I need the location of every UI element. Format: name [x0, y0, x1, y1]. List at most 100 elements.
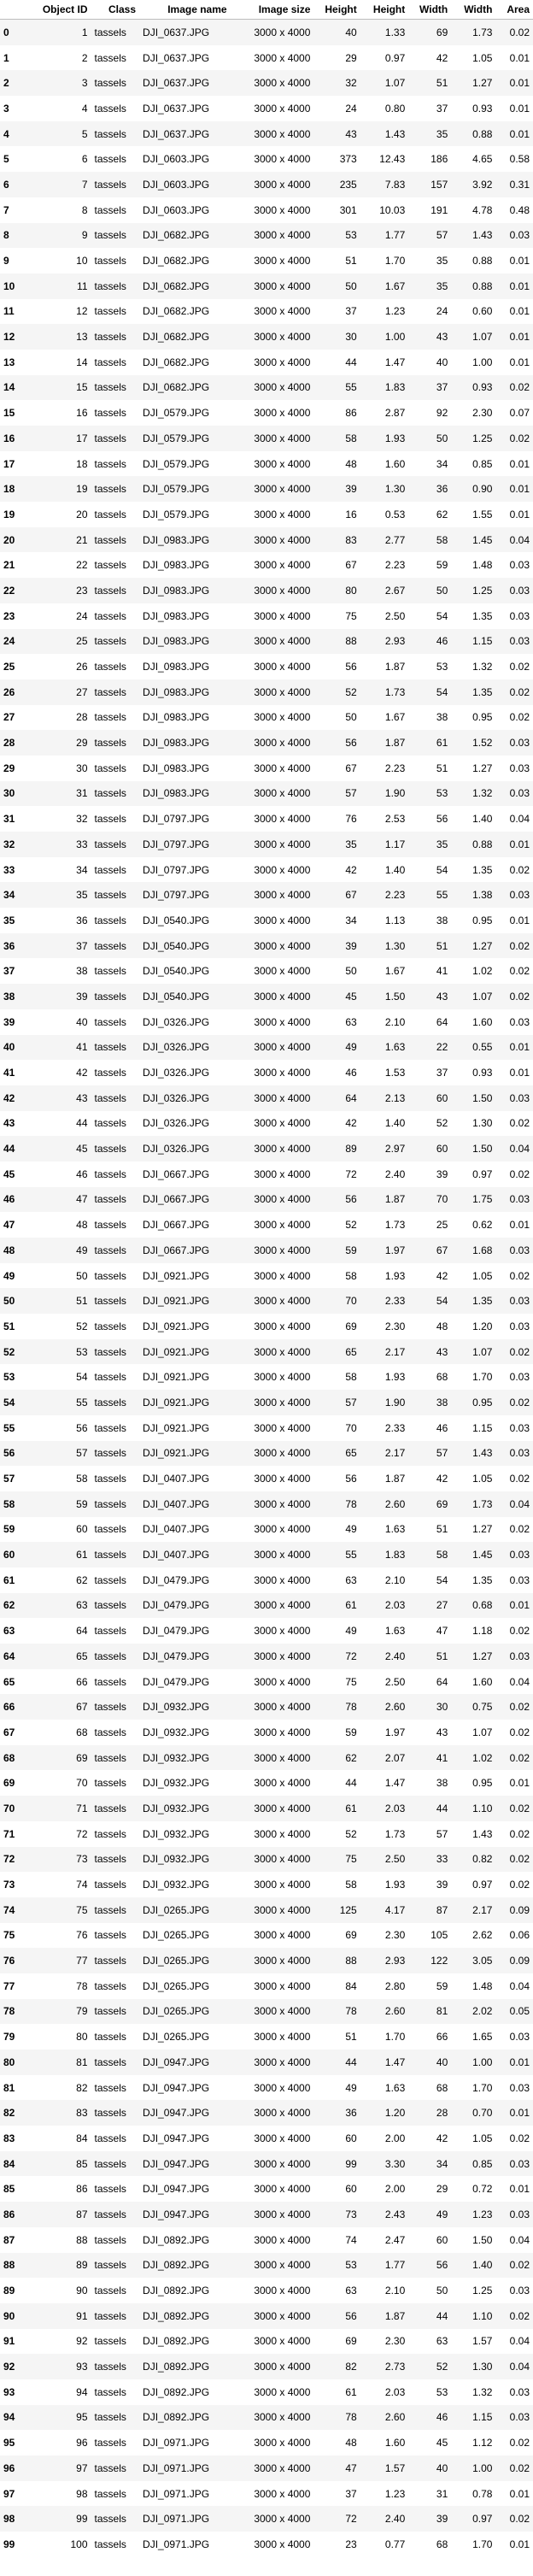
row-index: 70 — [3, 1802, 15, 1814]
row-index: 99 — [3, 2538, 15, 2550]
height-cell: 4.17 — [384, 1903, 406, 1916]
image-name-cell: DJI_0971.JPG — [143, 2487, 210, 2500]
height-px-cell: 29 — [345, 51, 357, 64]
area-cell: 0.01 — [509, 1599, 530, 1612]
height-px-cell: 60 — [345, 2183, 357, 2196]
class-cell: tassels — [94, 2461, 126, 2474]
width-px-cell: 35 — [436, 279, 448, 292]
class-cell: tassels — [94, 1701, 126, 1714]
class-cell: tassels — [94, 1320, 126, 1332]
width-px-cell: 43 — [436, 1726, 448, 1738]
object-id-cell: 33 — [76, 838, 88, 850]
table-row: 90 91 tassels DJI_0892.JPG 3000 x 4000 56 1.87… — [0, 2303, 533, 2329]
height-px-cell: 32 — [345, 77, 357, 90]
height-px-cell: 53 — [345, 2259, 357, 2272]
table-row: 63 64 tassels DJI_0479.JPG 3000 x 4000 49 1.63… — [0, 1618, 533, 1644]
width-cell: 1.35 — [472, 685, 493, 698]
image-name-cell: DJI_0921.JPG — [143, 1295, 210, 1308]
object-id-cell: 62 — [76, 1573, 88, 1586]
row-index: 37 — [3, 965, 15, 978]
row-index: 8 — [3, 229, 9, 242]
row-index: 67 — [3, 1726, 15, 1738]
image-name-cell: DJI_0540.JPG — [143, 965, 210, 978]
image-name-cell: DJI_0265.JPG — [143, 2005, 210, 2018]
image-name-cell: DJI_0265.JPG — [143, 1979, 210, 1992]
object-id-cell: 99 — [76, 2513, 88, 2526]
area-cell: 0.04 — [509, 2335, 530, 2348]
row-index: 28 — [3, 737, 15, 750]
image-name-cell: DJI_0971.JPG — [143, 2538, 210, 2550]
area-cell: 0.02 — [509, 1827, 530, 1840]
column-header-height: Height — [360, 0, 409, 20]
width-cell: 1.35 — [472, 1295, 493, 1308]
height-cell: 2.40 — [384, 1167, 406, 1180]
width-cell: 1.15 — [472, 2411, 493, 2424]
class-cell: tassels — [94, 1979, 126, 1992]
area-cell: 0.04 — [509, 533, 530, 546]
width-cell: 1.50 — [472, 1091, 493, 1104]
object-id-cell: 16 — [76, 407, 88, 420]
width-cell: 1.02 — [472, 1751, 493, 1764]
row-index: 35 — [3, 914, 15, 926]
height-cell: 2.33 — [384, 1295, 406, 1308]
row-index: 3 — [3, 102, 9, 115]
class-cell: tassels — [94, 559, 126, 572]
width-cell: 1.45 — [472, 533, 493, 546]
image-size-cell: 3000 x 4000 — [254, 635, 311, 648]
height-cell: 2.23 — [384, 762, 406, 774]
row-index: 64 — [3, 1650, 15, 1662]
area-cell: 0.02 — [509, 1345, 530, 1358]
image-size-cell: 3000 x 4000 — [254, 2385, 311, 2398]
class-cell: tassels — [94, 102, 126, 115]
image-name-cell: DJI_0983.JPG — [143, 711, 210, 724]
table-row: 66 67 tassels DJI_0932.JPG 3000 x 4000 78 2.60… — [0, 1694, 533, 1720]
row-index: 68 — [3, 1751, 15, 1764]
image-size-cell: 3000 x 4000 — [254, 914, 311, 926]
table-row: 19 20 tassels DJI_0579.JPG 3000 x 4000 16 0.53… — [0, 502, 533, 527]
row-index: 45 — [3, 1167, 15, 1180]
height-px-cell: 58 — [345, 1879, 357, 1891]
width-px-cell: 35 — [436, 127, 448, 140]
width-px-cell: 51 — [436, 1650, 448, 1662]
area-cell: 0.09 — [509, 1903, 530, 1916]
width-cell: 0.93 — [472, 381, 493, 394]
height-cell: 2.60 — [384, 1701, 406, 1714]
width-px-cell: 62 — [436, 508, 448, 520]
row-index: 33 — [3, 863, 15, 876]
object-id-cell: 2 — [81, 51, 88, 64]
height-px-cell: 56 — [345, 1473, 357, 1485]
class-cell: tassels — [94, 2361, 126, 2373]
width-px-cell: 64 — [436, 1015, 448, 1028]
width-px-cell: 43 — [436, 331, 448, 344]
width-px-cell: 37 — [436, 102, 448, 115]
image-size-cell: 3000 x 4000 — [254, 1675, 311, 1688]
table-row: 55 56 tassels DJI_0921.JPG 3000 x 4000 70 2.33… — [0, 1414, 533, 1441]
image-size-cell: 3000 x 4000 — [254, 711, 311, 724]
object-id-cell: 49 — [76, 1244, 88, 1256]
image-size-cell: 3000 x 4000 — [254, 1497, 311, 1510]
width-px-cell: 68 — [436, 1371, 448, 1384]
row-index: 23 — [3, 609, 15, 622]
class-cell: tassels — [94, 2487, 126, 2500]
object-id-cell: 11 — [77, 279, 88, 292]
image-size-cell: 3000 x 4000 — [254, 1903, 311, 1916]
width-px-cell: 42 — [436, 51, 448, 64]
table-row: 70 71 tassels DJI_0932.JPG 3000 x 4000 61 2.03… — [0, 1796, 533, 1821]
image-size-cell: 3000 x 4000 — [254, 584, 311, 597]
width-cell: 1.10 — [472, 1802, 493, 1814]
image-name-cell: DJI_0932.JPG — [143, 1802, 210, 1814]
table-row: 13 14 tassels DJI_0682.JPG 3000 x 4000 44 1.47… — [0, 349, 533, 375]
height-px-cell: 84 — [345, 1979, 357, 1992]
class-cell: tassels — [94, 2411, 126, 2424]
width-cell: 1.05 — [472, 51, 493, 64]
area-cell: 0.03 — [509, 559, 530, 572]
object-id-cell: 60 — [76, 1523, 88, 1536]
object-id-cell: 34 — [76, 863, 88, 876]
table-row: 35 36 tassels DJI_0540.JPG 3000 x 4000 34 1.13… — [0, 908, 533, 933]
height-cell: 2.07 — [384, 1751, 406, 1764]
table-row: 17 18 tassels DJI_0579.JPG 3000 x 4000 48 1.60… — [0, 450, 533, 477]
table-body: 0 1 tassels DJI_0637.JPG 3000 x 4000 40 1.33 69… — [0, 19, 533, 2557]
height-cell: 1.87 — [384, 737, 406, 750]
area-cell: 0.02 — [509, 1269, 530, 1282]
